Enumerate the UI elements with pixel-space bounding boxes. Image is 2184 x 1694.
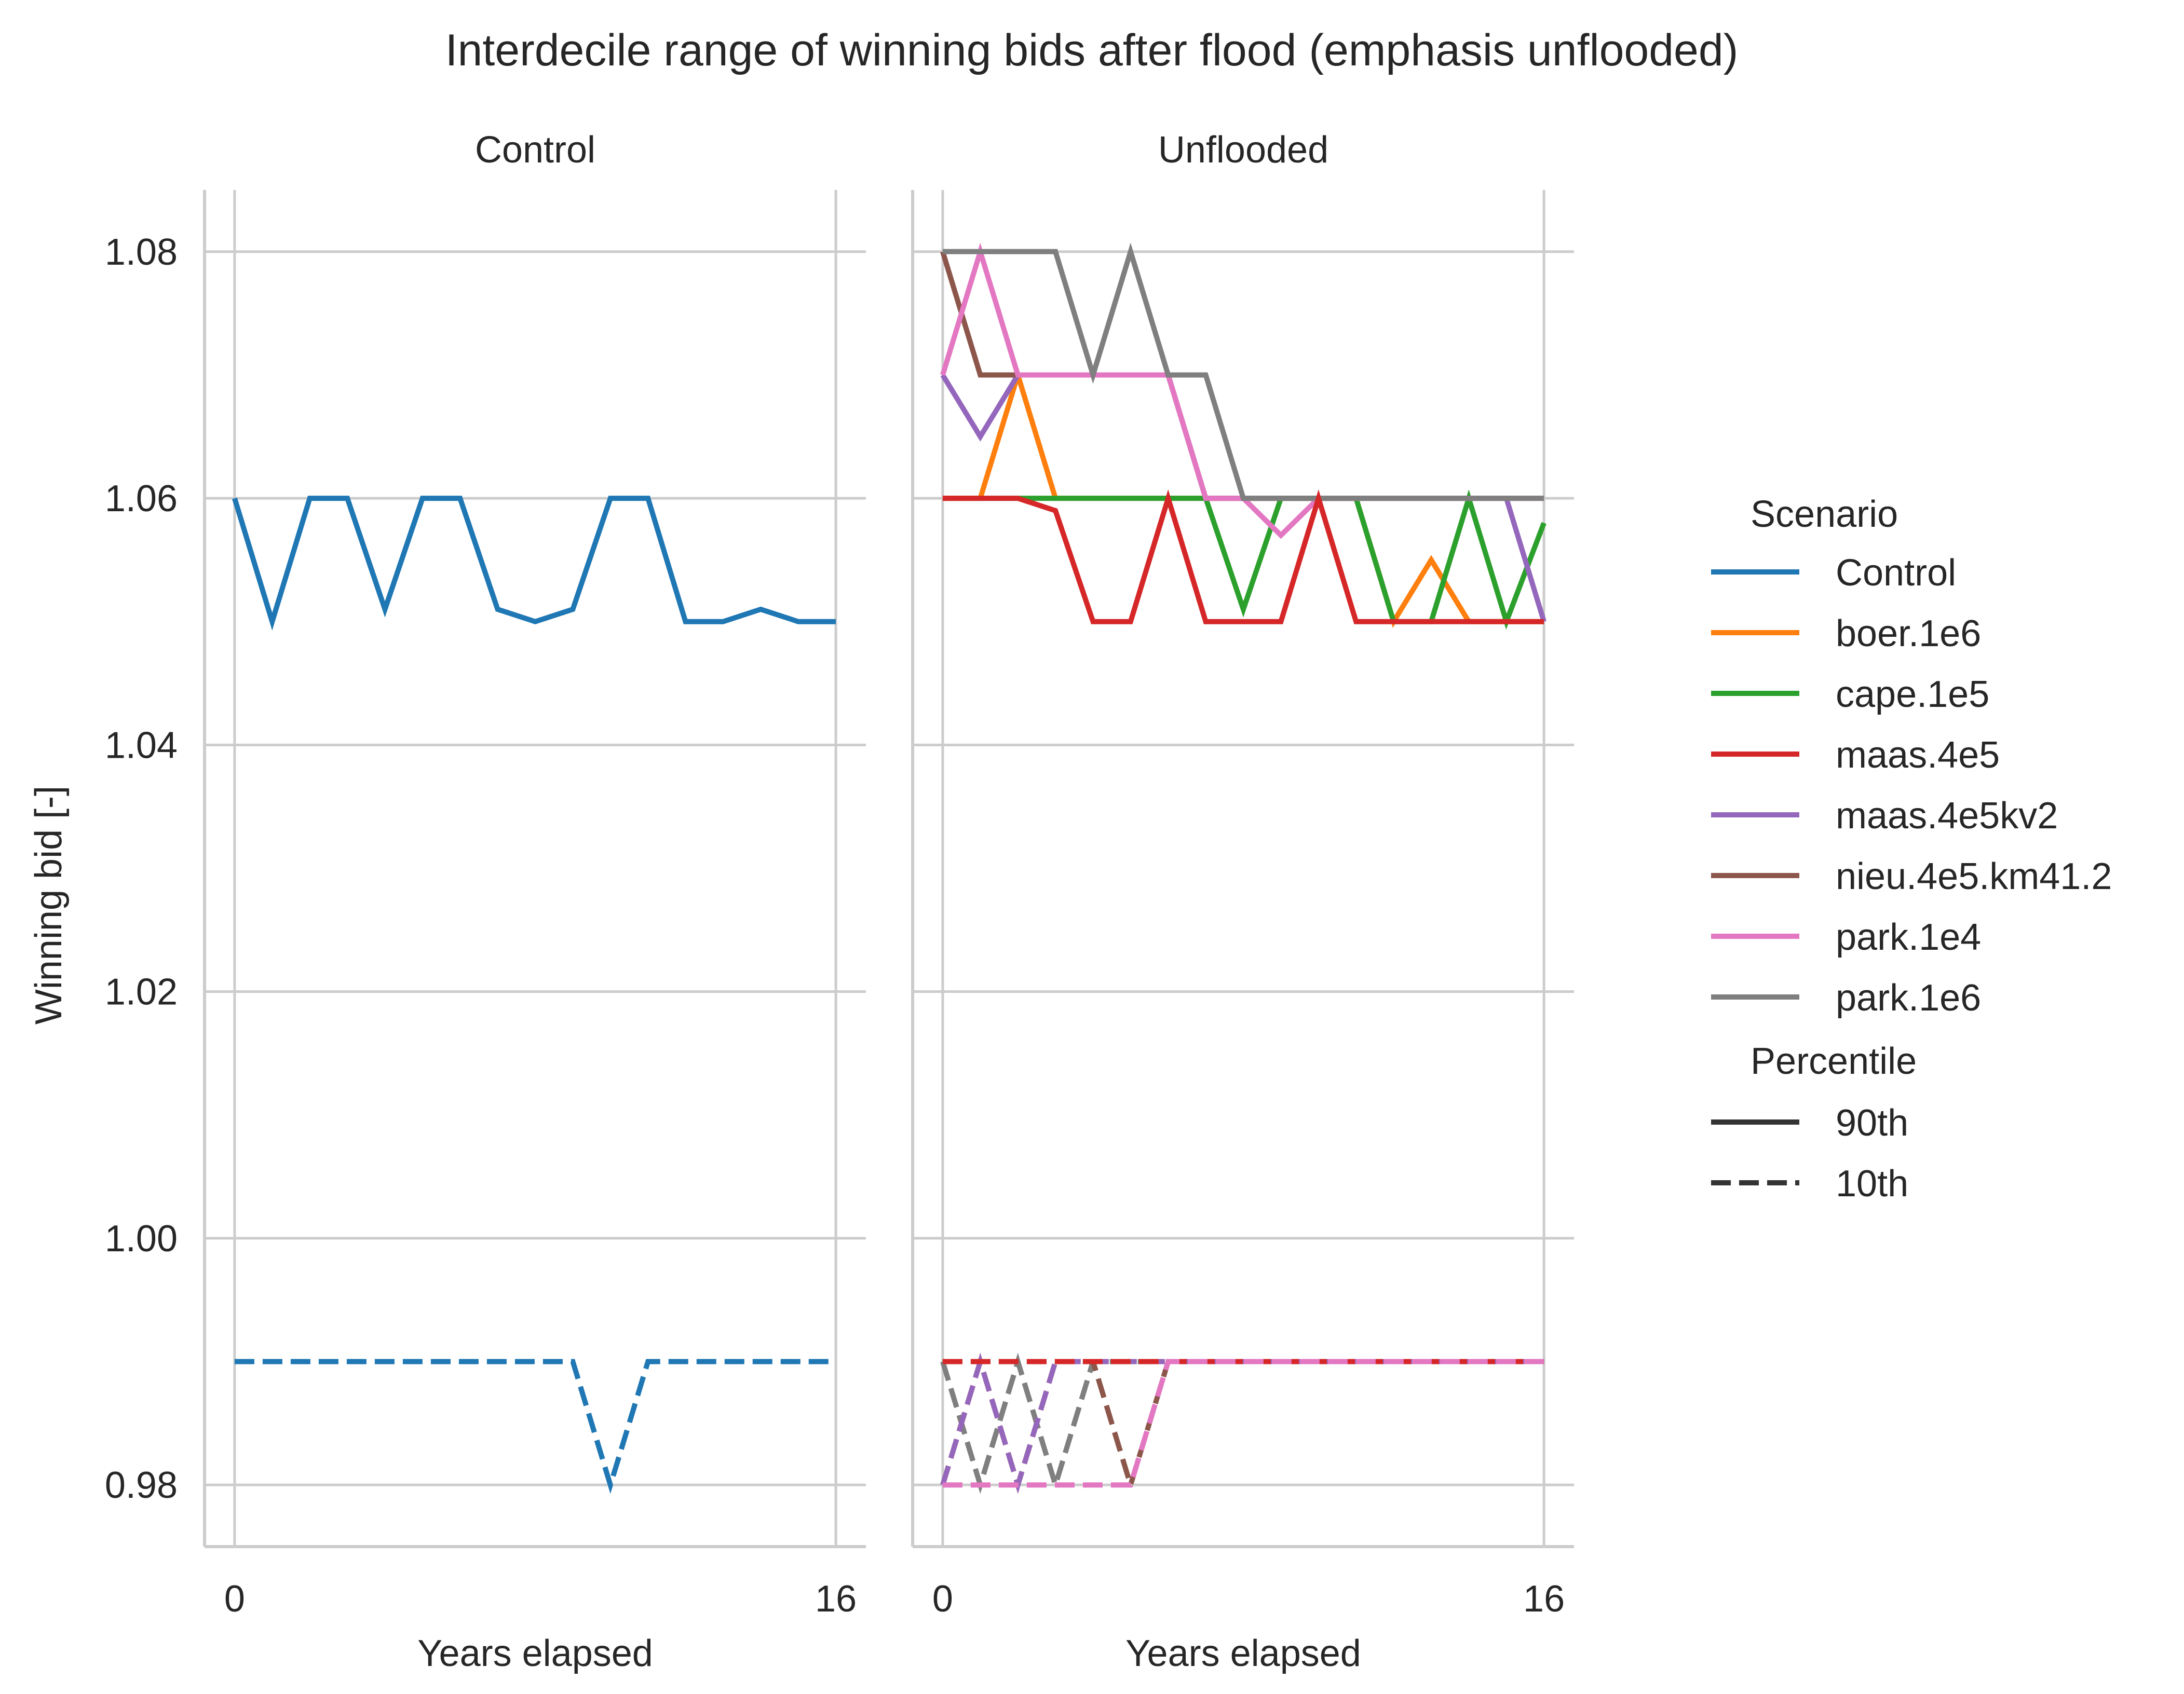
y-tick-label: 1.00 xyxy=(105,1218,178,1260)
series-line-park-1e4-10th xyxy=(942,1359,1544,1488)
legend-title-scenario: Scenario xyxy=(1751,494,1898,535)
y-tick-label: 1.08 xyxy=(105,231,178,273)
x-axis-label-control: Years elapsed xyxy=(417,1633,653,1674)
panel-control-series xyxy=(232,496,836,1494)
x-axis-label-unflooded: Years elapsed xyxy=(1125,1633,1361,1674)
panel-control-yticks: 0.98 1.00 1.02 1.04 1.06 1.08 xyxy=(105,231,178,1506)
x-tick-label: 16 xyxy=(1523,1578,1565,1620)
x-tick-label: 0 xyxy=(224,1578,245,1620)
series-line-cape-1e5-90th xyxy=(942,489,1547,630)
legend-scenario-entries: Control boer.1e6 cape.1e5 maas.4e5 maas.4e5k… xyxy=(1711,552,2112,1019)
panel-title-unflooded: Unflooded xyxy=(1158,129,1328,171)
x-tick-label: 16 xyxy=(815,1578,857,1620)
legend-label-90th: 90th xyxy=(1836,1102,1908,1144)
legend-label-nieu-4e5-km41-2: nieu.4e5.km41.2 xyxy=(1836,856,2112,897)
series-line-control-10th xyxy=(234,1359,836,1494)
legend-label-control: Control xyxy=(1836,552,1956,594)
panel-unflooded-axes xyxy=(911,190,1574,1548)
panel-control: Control 0.98 1.00 1.02 1.04 1.06 1.08 0 16 Yea… xyxy=(105,129,866,1674)
series-line-maas-4e5-90th xyxy=(942,489,1544,624)
panel-control-grid xyxy=(205,190,866,1547)
x-tick-label: 0 xyxy=(932,1578,953,1620)
panel-unflooded: Unflooded 0 16 Years elapsed xyxy=(911,129,1574,1674)
legend: Scenario Control boer.1e6 cape.1e5 maas.4e5… xyxy=(1711,494,2112,1205)
legend-label-10th: 10th xyxy=(1836,1163,1908,1205)
panel-unflooded-xticks: 0 16 xyxy=(932,1578,1565,1620)
panel-unflooded-series xyxy=(940,242,1547,1494)
legend-label-boer-1e6: boer.1e6 xyxy=(1836,613,1981,654)
y-tick-label: 0.98 xyxy=(105,1465,178,1506)
y-tick-label: 1.04 xyxy=(105,725,178,766)
legend-label-park-1e4: park.1e4 xyxy=(1836,917,1981,958)
series-line-control-90th xyxy=(232,496,836,631)
legend-label-maas-4e5kv2: maas.4e5kv2 xyxy=(1836,795,2058,837)
panel-title-control: Control xyxy=(475,129,595,171)
y-tick-label: 1.06 xyxy=(105,478,178,520)
series-line-park-1e6-10th xyxy=(940,1353,1544,1494)
series-line-park-1e6-90th xyxy=(942,242,1544,501)
legend-label-cape-1e5: cape.1e5 xyxy=(1836,674,1989,715)
legend-label-park-1e6: park.1e6 xyxy=(1836,977,1981,1019)
legend-label-maas-4e5: maas.4e5 xyxy=(1836,734,2000,776)
chart-title: Interdecile range of winning bids after … xyxy=(445,25,1739,75)
legend-percentile-entries: 90th 10th xyxy=(1711,1102,1908,1205)
legend-title-percentile: Percentile xyxy=(1751,1041,1917,1082)
y-tick-label: 1.02 xyxy=(105,972,178,1013)
panel-control-xticks: 0 16 xyxy=(224,1578,857,1620)
y-axis-label: Winning bid [-] xyxy=(28,786,70,1024)
panel-control-axes xyxy=(203,190,866,1548)
